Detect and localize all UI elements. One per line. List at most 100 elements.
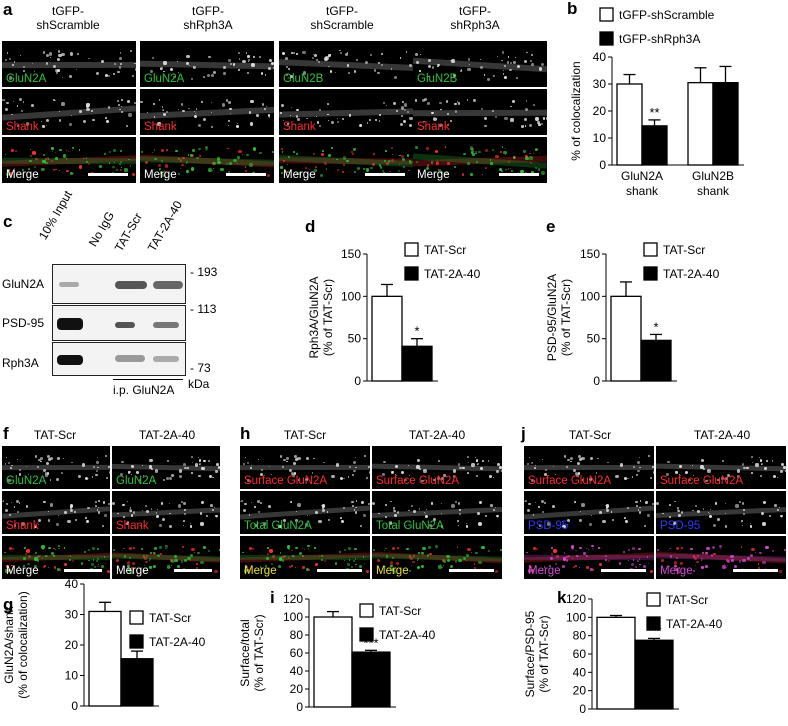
chart-g-tick-label: 40 [65, 577, 79, 591]
chart-i-tick-label: 80 [290, 628, 304, 642]
chart-b-bar [616, 83, 643, 166]
chart-k-bar [596, 616, 636, 710]
chart-k-bar [634, 639, 674, 710]
chart-k-tick-label: 60 [573, 647, 587, 661]
chart-g-bar [120, 658, 154, 707]
channel-label: Shank [144, 121, 177, 133]
chart-e-tick-label: 50 [587, 332, 601, 346]
channel-label: GluN2A [6, 73, 47, 85]
chart-e-tick-label: 100 [580, 289, 600, 303]
chart-d-legend-swatch [404, 242, 419, 257]
scale-bar [88, 173, 128, 176]
blot-rph3a [52, 342, 186, 376]
chart-k-panel-label: k [557, 588, 567, 607]
panel-a-image-r2-c3: Merge [413, 137, 547, 183]
panel-j-col-title: TAT-Scr [568, 428, 612, 442]
chart-i-panel-label: i [270, 588, 275, 607]
panel-a-image-r0-c2: GluN2B [279, 41, 413, 87]
chart-d-y-label: (% of TAT-Scr) [321, 279, 335, 356]
chart-i-tick-label: 60 [290, 646, 304, 660]
chart-g-y-label: GluN2A/shank [2, 605, 16, 683]
chart-k-legend-label: TAT-2A-40 [666, 617, 723, 631]
chart-d-tick-label: 0 [354, 374, 361, 388]
blot-glun2a [52, 264, 186, 304]
channel-label: Surface GluN2A [244, 475, 328, 487]
panel-a-image-r0-c0: GluN2A [2, 41, 136, 87]
chart-d-tick-label: 50 [348, 332, 362, 346]
ip-bracket [113, 379, 183, 380]
chart-d-legend-label: TAT-2A-40 [424, 267, 481, 281]
blot-label: Rph3A [2, 356, 39, 370]
chart-g-bar [88, 610, 122, 707]
chart-b-category-label: shank [626, 184, 659, 198]
chart-b-tick-label: 30 [593, 77, 607, 91]
channel-label: Merge [116, 565, 149, 577]
chart-d-bar [371, 295, 403, 382]
channel-label: Merge [6, 565, 39, 577]
band [153, 322, 179, 328]
channel-label: Merge [6, 169, 39, 181]
panel-h-col-title: TAT-Scr [283, 428, 327, 442]
panel-a-image-r2-c2: Merge [279, 137, 413, 183]
chart-i-tick-label: 40 [290, 664, 304, 678]
chart-b-legend-swatch [599, 31, 614, 46]
lane-label: No IgG [85, 209, 118, 249]
channel-label: Total GluN2A [244, 520, 312, 532]
chart-b-legend-label: tGFP-shScramble [619, 8, 715, 22]
chart-g-tick-label: 10 [65, 669, 79, 683]
chart-d-y-label: Rph3A/GluN2A [307, 276, 321, 358]
panel-j-image-r0-c1: Surface GluN2A [656, 446, 786, 489]
panel-a-col-title: tGFP- shScramble [36, 4, 100, 32]
chart-d-legend-swatch [404, 266, 419, 281]
chart-k-significance: *** [646, 623, 661, 638]
panel-a-image-r0-c1: GluN2A [140, 41, 274, 87]
panel-f-col-title: TAT-2A-40 [138, 428, 196, 442]
blot-label: PSD-95 [2, 316, 45, 330]
channel-label: GluN2A [6, 475, 47, 487]
chart-i-tick-label: 20 [290, 682, 304, 696]
chart-e-legend-swatch [643, 242, 658, 257]
chart-k-y-label: Surface/PSD-95 [523, 610, 537, 697]
chart-e-tick-label: 0 [593, 374, 600, 388]
chart-g-tick-label: 30 [65, 608, 79, 622]
chart-i-legend-swatch [359, 603, 374, 618]
chart-k-legend-swatch [646, 592, 661, 607]
lane-label: TAT-Scr [111, 210, 146, 254]
channel-label: GluN2B [283, 73, 324, 85]
chart-i-tick-label: 100 [283, 610, 303, 624]
chart-b-bar [712, 82, 739, 166]
panel-a-image-r1-c0: Shank [2, 89, 136, 135]
chart-d-tick-label: 150 [341, 247, 361, 261]
panel-a-col-title: tGFP- shRph3A [450, 4, 500, 32]
band [115, 281, 147, 289]
chart-k-tick-label: 80 [573, 629, 587, 643]
chart-d-bar [401, 345, 433, 382]
panel-a-label: a [3, 0, 13, 19]
chart-b-legend-label: tGFP-shRph3A [619, 32, 700, 46]
blot-psd95 [52, 305, 186, 341]
channel-label: Merge [660, 565, 693, 577]
chart-e-legend-label: TAT-2A-40 [663, 267, 720, 281]
channel-label: Surface GluN2A [376, 475, 460, 487]
chart-k-tick-label: 100 [566, 610, 586, 624]
band [153, 281, 183, 289]
chart-b-tick-label: 0 [599, 158, 606, 172]
panel-f-image-r2-c1: Merge [112, 536, 220, 579]
chart-b-legend-swatch [599, 7, 614, 22]
panel-f-image-r0-c0: GluN2A [2, 446, 110, 489]
panel-a-image-r2-c1: Merge [140, 137, 274, 183]
panel-a-image-r1-c3: Shank [413, 89, 547, 135]
panel-f-image-r1-c1: Shank [112, 491, 220, 534]
chart-k-y-label: (% of TAT-Scr) [537, 615, 551, 692]
channel-label: Surface GluN2A [660, 475, 744, 487]
blot-label: GluN2A [2, 277, 45, 291]
scale-bar [64, 569, 102, 572]
chart-b-tick-label: 10 [593, 131, 607, 145]
chart-d-legend-label: TAT-Scr [424, 243, 466, 257]
chart-i-legend-label: TAT-Scr [379, 604, 421, 618]
chart-g-legend-label: TAT-2A-40 [149, 635, 206, 649]
chart-e-y-label: (% of TAT-Scr) [559, 279, 573, 356]
chart-i-y-label: (% of TAT-Scr) [252, 614, 266, 691]
chart-k-tick-label: 40 [573, 665, 587, 679]
panel-h-image-r0-c0: Surface GluN2A [240, 446, 370, 489]
